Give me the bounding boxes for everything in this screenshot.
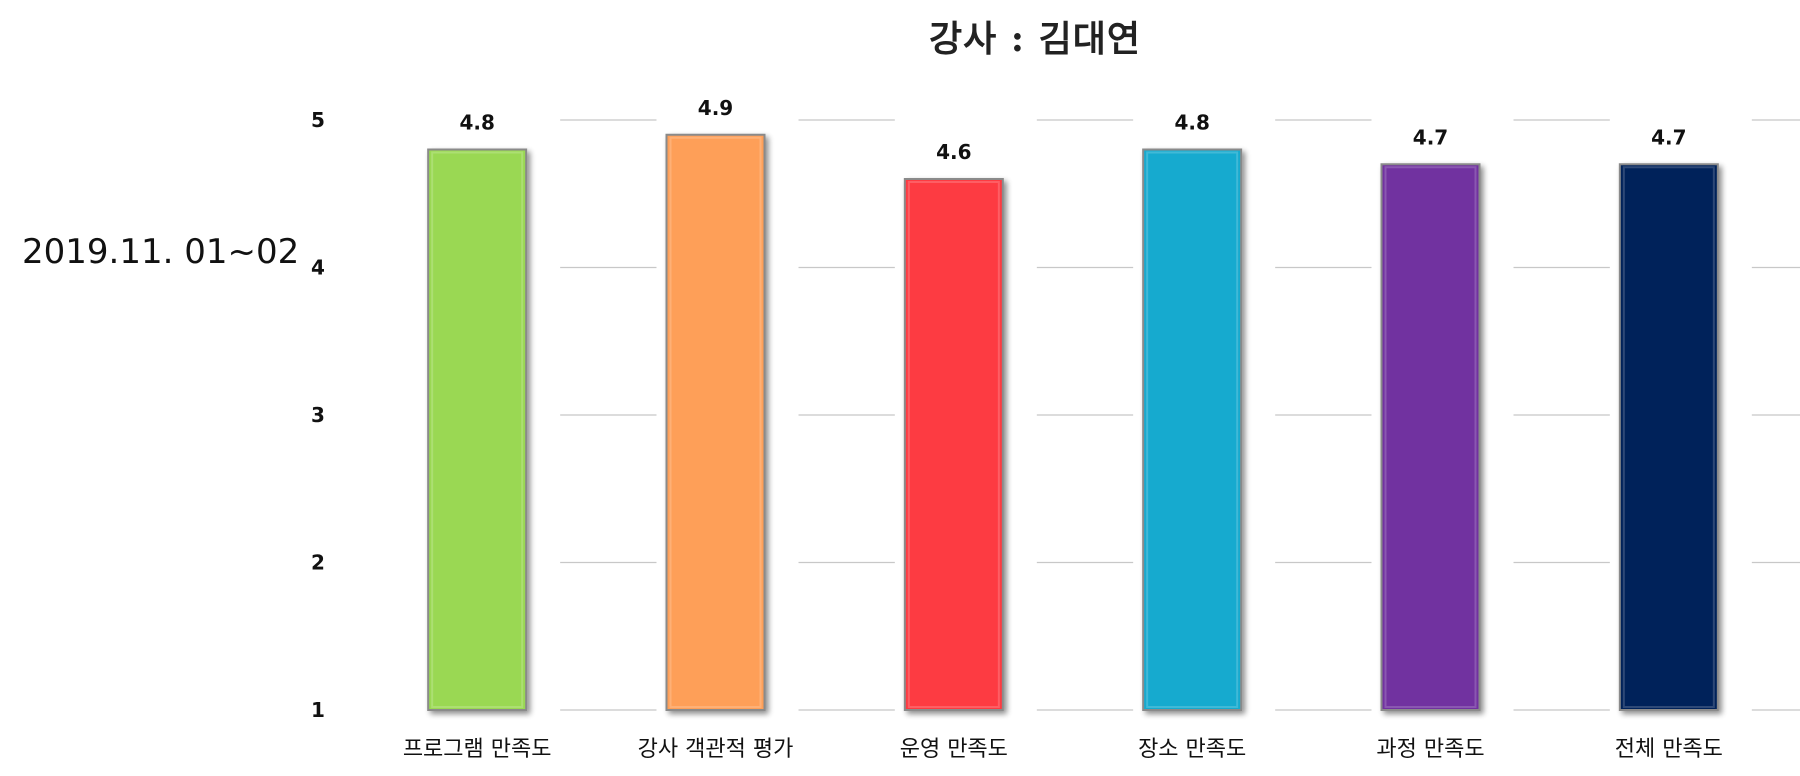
bar xyxy=(1380,163,1481,711)
bar xyxy=(903,178,1004,711)
category-label: 장소 만족도 xyxy=(1138,737,1246,762)
chart-title: 강사 : 김대연 xyxy=(929,18,1141,60)
value-label: 4.8 xyxy=(459,111,494,135)
bar xyxy=(1142,148,1243,711)
value-label: 4.7 xyxy=(1413,125,1448,149)
value-labels: 4.8 4.9 4.6 4.8 4.7 4.7 xyxy=(459,96,1686,164)
category-label: 프로그램 만족도 xyxy=(403,737,552,762)
bar-highlight xyxy=(1384,166,1477,708)
bar-highlight xyxy=(431,151,524,708)
value-label: 4.8 xyxy=(1174,111,1209,135)
y-axis-ticks: 1 2 3 4 5 xyxy=(311,108,325,722)
category-labels: 프로그램 만족도 강사 객관적 평가 운영 만족도 장소 만족도 과정 만족도 전체 만족… xyxy=(403,737,1723,762)
bar xyxy=(427,148,528,711)
bar-highlight xyxy=(1146,151,1239,708)
y-tick-label: 5 xyxy=(311,108,325,132)
y-tick-label: 3 xyxy=(311,403,325,427)
bar-highlight xyxy=(669,136,762,708)
value-label: 4.7 xyxy=(1651,125,1686,149)
bar-highlight xyxy=(1622,166,1715,708)
gridlines xyxy=(560,119,1800,711)
category-label: 강사 객관적 평가 xyxy=(638,737,794,762)
category-label: 전체 만족도 xyxy=(1615,737,1723,762)
category-label: 운영 만족도 xyxy=(900,737,1008,762)
y-tick-label: 1 xyxy=(311,698,325,722)
bar xyxy=(665,133,766,711)
value-label: 4.9 xyxy=(698,96,733,120)
bar-highlight xyxy=(907,181,1000,708)
category-label: 과정 만족도 xyxy=(1376,737,1484,762)
y-tick-label: 2 xyxy=(311,551,325,575)
value-label: 4.6 xyxy=(936,140,971,164)
date-label: 2019.11. 01~02 xyxy=(22,232,300,272)
bars xyxy=(427,133,1719,711)
y-tick-label: 4 xyxy=(311,256,325,280)
bar xyxy=(1618,163,1719,711)
